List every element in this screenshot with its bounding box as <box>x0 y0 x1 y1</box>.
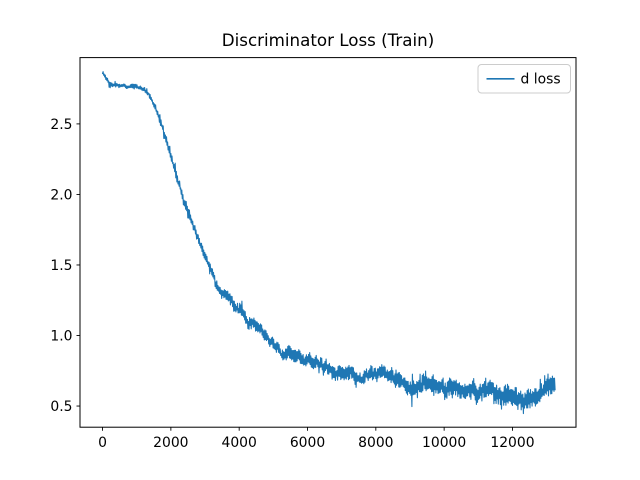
plot-area <box>101 71 556 415</box>
x-tick-label: 6000 <box>290 435 325 451</box>
y-tick-label: 0.5 <box>50 399 72 415</box>
legend: d loss <box>477 64 571 94</box>
y-tick-label: 1.5 <box>50 258 72 274</box>
axes: 0 2000 4000 6000 8000 10000 12000 0.5 1.0 1.5 2.0 2… <box>50 57 577 451</box>
legend-frame <box>477 64 571 94</box>
x-tick-label: 10000 <box>422 435 466 451</box>
y-tick-label: 1.0 <box>50 328 72 344</box>
x-tick-label: 8000 <box>358 435 393 451</box>
chart-title: Discriminator Loss (Train) <box>222 30 434 50</box>
x-tick-label: 4000 <box>222 435 257 451</box>
loss-line <box>101 71 556 415</box>
legend-label: d loss <box>521 72 561 88</box>
x-tick-label: 0 <box>98 435 107 451</box>
y-tick-label: 2.0 <box>50 187 72 203</box>
x-tick-label: 12000 <box>490 435 534 451</box>
axes-spines <box>79 57 577 428</box>
x-tick-label: 2000 <box>153 435 188 451</box>
y-tick-label: 2.5 <box>50 117 72 133</box>
